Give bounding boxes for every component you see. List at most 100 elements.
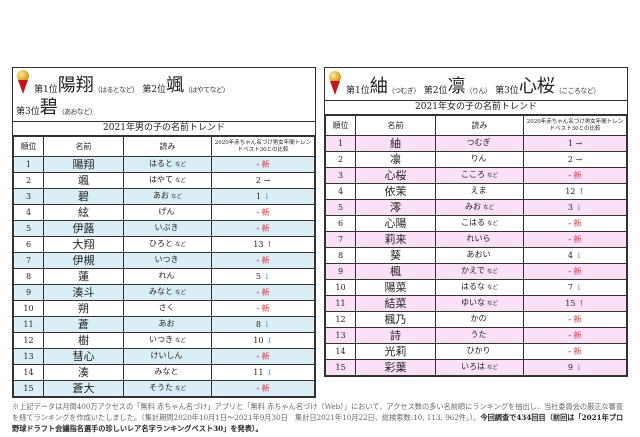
reading-cell: ひろと など bbox=[123, 236, 212, 253]
reading-cell: けいしん bbox=[123, 348, 212, 365]
comparison-cell: 4 ↓ bbox=[523, 247, 627, 264]
trend-mark: 新 bbox=[261, 304, 270, 313]
rank-cell: 8 bbox=[325, 247, 356, 264]
nado-suffix: など bbox=[170, 194, 182, 200]
table-row: 2 颯 はやて など 2 → bbox=[13, 172, 315, 189]
nado-suffix: など bbox=[174, 386, 186, 392]
top-rank-3: 第3位碧（あおなど） bbox=[16, 98, 97, 118]
trend-mark: ↑ bbox=[578, 299, 585, 308]
comparison-cell: - 新 bbox=[523, 215, 627, 232]
table-subtitle: 2021年男の子の名前トレンド bbox=[13, 122, 315, 136]
rank-cell: 1 bbox=[13, 156, 44, 173]
name-cell: 伊槻 bbox=[43, 252, 124, 269]
table-row: 8 蓮 れん 5 ↓ bbox=[13, 268, 315, 285]
reading-cell: みお など bbox=[435, 199, 524, 216]
reading-cell: れん bbox=[123, 268, 212, 285]
reading-cell: みなと bbox=[123, 364, 212, 381]
trend-mark: 新 bbox=[573, 347, 582, 356]
rank-cell: 3 bbox=[13, 188, 44, 205]
table-row: 10 朔 さく - 新 bbox=[13, 300, 315, 317]
rank-cell: 15 bbox=[13, 380, 44, 397]
table-row: 4 依茉 えま 12 ↑ bbox=[325, 183, 627, 200]
previous-rank: - bbox=[568, 267, 572, 276]
table-row: 1 陽翔 はると など - 新 bbox=[13, 156, 315, 173]
nado-suffix: など bbox=[486, 269, 498, 275]
column-header: 読み bbox=[435, 115, 524, 136]
name-cell: 颯 bbox=[43, 172, 124, 189]
reading: いつき bbox=[148, 335, 173, 344]
name-cell: 澪 bbox=[355, 199, 436, 216]
column-header: 2020年赤ちゃん名づけ男女年間トレンドベスト30との比較 bbox=[523, 115, 627, 136]
footnote: ※上記データは月間400万アクセスの「無料 赤ちゃん名づけ」アプリと「無料 赤ち… bbox=[12, 401, 628, 434]
reading-cell: ひかり bbox=[435, 343, 524, 360]
trend-mark: ↓ bbox=[263, 320, 271, 329]
comparison-cell: - 新 bbox=[211, 284, 315, 301]
table-row: 13 詩 うた - 新 bbox=[325, 327, 627, 344]
rank-cell: 13 bbox=[325, 327, 356, 344]
reading: みなと bbox=[148, 287, 173, 296]
reading: こころ bbox=[460, 170, 485, 179]
name-cell: 伊蕗 bbox=[43, 220, 124, 237]
reading-cell: げん bbox=[123, 204, 212, 221]
boys-ranking-panel: 第1位 陽翔 （はるとなど） 第2位颯（はやてなど） 第3位碧（あおなど） 2021年男の… bbox=[12, 67, 316, 398]
rank-cell: 3 bbox=[325, 167, 356, 184]
table-row: 10 陽菜 はるな など 7 ↓ bbox=[325, 279, 627, 296]
comparison-cell: - 新 bbox=[211, 204, 315, 221]
table-row: 3 碧 あお など 1 ↓ bbox=[13, 188, 315, 205]
top-rank-2: 第2位颯（はやてなど） bbox=[142, 76, 229, 96]
rank-cell: 12 bbox=[13, 332, 44, 349]
reading: はやて bbox=[148, 175, 173, 184]
name-cell: 陽翔 bbox=[43, 156, 124, 173]
comparison-cell: - 新 bbox=[523, 231, 627, 248]
comparison-cell: 2 → bbox=[523, 151, 627, 168]
nado-suffix: など bbox=[174, 178, 186, 184]
name-cell: 心桜 bbox=[355, 167, 436, 184]
comparison-cell: - 新 bbox=[523, 327, 627, 344]
table-row: 3 心桜 こころ など - 新 bbox=[325, 167, 627, 184]
previous-rank: - bbox=[256, 288, 260, 297]
column-header: 順位 bbox=[325, 115, 356, 136]
footnote-text: ※上記データは月間400万アクセスの「無料 赤ちゃん名づけ」アプリと「無料 赤ち… bbox=[12, 402, 624, 422]
table-row: 12 樹 いつき など 10 ↓ bbox=[13, 332, 315, 349]
reading: れん bbox=[158, 271, 175, 280]
nado-suffix: など bbox=[174, 162, 186, 168]
table-row: 6 大翔 ひろと など 13 ↑ bbox=[13, 236, 315, 253]
table-row: 14 光莉 ひかり - 新 bbox=[325, 343, 627, 360]
rank-cell: 13 bbox=[13, 348, 44, 365]
comparison-cell: 7 ↓ bbox=[523, 279, 627, 296]
reading-cell: こころ など bbox=[435, 167, 524, 184]
reading: はると bbox=[148, 159, 173, 168]
table-row: 6 心陽 こはる など - 新 bbox=[325, 215, 627, 232]
reading: あおい bbox=[466, 250, 491, 259]
rank-cell: 12 bbox=[325, 311, 356, 328]
rank-name: 凛 bbox=[447, 76, 466, 97]
comparison-cell: 15 ↑ bbox=[523, 295, 627, 312]
comparison-cell: - 新 bbox=[211, 220, 315, 237]
previous-rank: 9 bbox=[567, 363, 573, 372]
column-header: 名前 bbox=[43, 136, 124, 157]
rank-kana: （りん） bbox=[465, 87, 492, 95]
previous-rank: - bbox=[256, 224, 260, 233]
comparison-cell: - 新 bbox=[211, 348, 315, 365]
previous-rank: - bbox=[568, 219, 572, 228]
rank-cell: 7 bbox=[325, 231, 356, 248]
medal-icon bbox=[328, 71, 342, 97]
previous-rank: 13 bbox=[253, 240, 264, 249]
trend-mark: → bbox=[263, 176, 271, 185]
reading: かの bbox=[470, 314, 487, 323]
trend-mark: ↓ bbox=[575, 283, 583, 292]
reading: あお bbox=[158, 319, 175, 328]
top3-banner: 第1位 陽翔 （はるとなど） 第2位颯（はやてなど） 第3位碧（あおなど） bbox=[13, 68, 315, 122]
rank-kana: （つむぎ） bbox=[387, 87, 421, 95]
table-row: 5 澪 みお など 3 ↓ bbox=[325, 199, 627, 216]
comparison-cell: - 新 bbox=[523, 167, 627, 184]
rank-cell: 6 bbox=[325, 215, 356, 232]
name-cell: 心陽 bbox=[355, 215, 436, 232]
rank-name: 颯 bbox=[166, 75, 185, 96]
rank-cell: 4 bbox=[13, 204, 44, 221]
reading-cell: あおい bbox=[435, 247, 524, 264]
ranking-table: 順位 名前 読み 2020年赤ちゃん名づけ男女年間トレンドベスト30との比較 1 紬 … bbox=[325, 115, 627, 376]
previous-rank: 7 bbox=[567, 283, 573, 292]
name-cell: 紬 bbox=[355, 135, 436, 152]
rank-label: 第2位 bbox=[423, 86, 448, 96]
